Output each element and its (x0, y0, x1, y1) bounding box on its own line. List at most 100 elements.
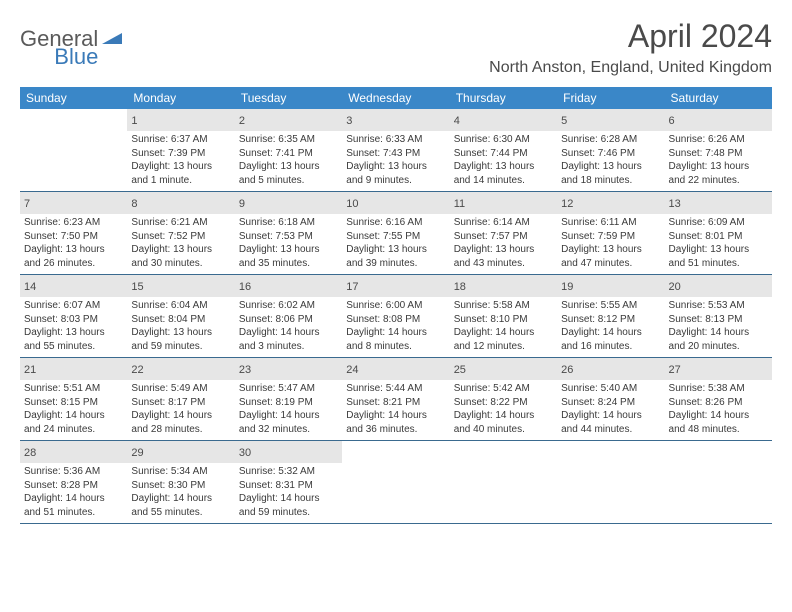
day-cell: 12Sunrise: 6:11 AMSunset: 7:59 PMDayligh… (557, 192, 664, 274)
sunrise-text: Sunrise: 5:42 AM (454, 382, 553, 396)
day-number: 2 (239, 115, 245, 127)
day-number-row: 28 (20, 441, 127, 463)
day-header-fri: Friday (557, 87, 664, 109)
day-content: Sunrise: 6:18 AMSunset: 7:53 PMDaylight:… (235, 214, 342, 274)
daylight-text: Daylight: 14 hours and 28 minutes. (131, 409, 230, 436)
daylight-text: Daylight: 13 hours and 55 minutes. (24, 326, 123, 353)
sunrise-text: Sunrise: 5:58 AM (454, 299, 553, 313)
day-cell: 11Sunrise: 6:14 AMSunset: 7:57 PMDayligh… (450, 192, 557, 274)
sunrise-text: Sunrise: 6:16 AM (346, 216, 445, 230)
sunrise-text: Sunrise: 5:44 AM (346, 382, 445, 396)
day-cell: 8Sunrise: 6:21 AMSunset: 7:52 PMDaylight… (127, 192, 234, 274)
daylight-text: Daylight: 13 hours and 30 minutes. (131, 243, 230, 270)
title-block: April 2024 North Anston, England, United… (489, 18, 772, 77)
daylight-text: Daylight: 13 hours and 35 minutes. (239, 243, 338, 270)
day-cell: 15Sunrise: 6:04 AMSunset: 8:04 PMDayligh… (127, 275, 234, 357)
day-number: 1 (131, 115, 137, 127)
sunrise-text: Sunrise: 6:37 AM (131, 133, 230, 147)
day-content: Sunrise: 5:32 AMSunset: 8:31 PMDaylight:… (235, 463, 342, 523)
day-number-row: 12 (557, 192, 664, 214)
daylight-text: Daylight: 14 hours and 44 minutes. (561, 409, 660, 436)
day-content: Sunrise: 5:36 AMSunset: 8:28 PMDaylight:… (20, 463, 127, 523)
day-content (665, 445, 772, 451)
daylight-text: Daylight: 13 hours and 14 minutes. (454, 160, 553, 187)
sunrise-text: Sunrise: 6:14 AM (454, 216, 553, 230)
logo-text-blue: Blue (54, 44, 98, 70)
day-cell: 5Sunrise: 6:28 AMSunset: 7:46 PMDaylight… (557, 109, 664, 191)
daylight-text: Daylight: 13 hours and 26 minutes. (24, 243, 123, 270)
day-cell (557, 441, 664, 523)
sunrise-text: Sunrise: 5:36 AM (24, 465, 123, 479)
sunset-text: Sunset: 7:50 PM (24, 230, 123, 244)
day-number: 20 (669, 281, 681, 293)
day-number-row: 17 (342, 275, 449, 297)
sunrise-text: Sunrise: 5:40 AM (561, 382, 660, 396)
sunset-text: Sunset: 7:55 PM (346, 230, 445, 244)
sunrise-text: Sunrise: 6:07 AM (24, 299, 123, 313)
day-cell: 22Sunrise: 5:49 AMSunset: 8:17 PMDayligh… (127, 358, 234, 440)
daylight-text: Daylight: 14 hours and 48 minutes. (669, 409, 768, 436)
day-number-row: 8 (127, 192, 234, 214)
daylight-text: Daylight: 14 hours and 51 minutes. (24, 492, 123, 519)
day-header-sat: Saturday (665, 87, 772, 109)
day-number-row: 18 (450, 275, 557, 297)
day-number: 30 (239, 447, 251, 459)
day-number-row: 22 (127, 358, 234, 380)
day-cell: 16Sunrise: 6:02 AMSunset: 8:06 PMDayligh… (235, 275, 342, 357)
sunset-text: Sunset: 8:28 PM (24, 479, 123, 493)
sunrise-text: Sunrise: 5:47 AM (239, 382, 338, 396)
day-number-row: 4 (450, 109, 557, 131)
day-number-row: 25 (450, 358, 557, 380)
day-header-tue: Tuesday (235, 87, 342, 109)
day-content (342, 445, 449, 451)
day-cell: 18Sunrise: 5:58 AMSunset: 8:10 PMDayligh… (450, 275, 557, 357)
day-content: Sunrise: 6:30 AMSunset: 7:44 PMDaylight:… (450, 131, 557, 191)
logo-triangle-icon (102, 30, 122, 49)
day-number: 25 (454, 364, 466, 376)
sunset-text: Sunset: 8:12 PM (561, 313, 660, 327)
day-headers: Sunday Monday Tuesday Wednesday Thursday… (20, 87, 772, 109)
day-content: Sunrise: 5:47 AMSunset: 8:19 PMDaylight:… (235, 380, 342, 440)
day-content: Sunrise: 5:51 AMSunset: 8:15 PMDaylight:… (20, 380, 127, 440)
day-cell: 10Sunrise: 6:16 AMSunset: 7:55 PMDayligh… (342, 192, 449, 274)
day-cell: 21Sunrise: 5:51 AMSunset: 8:15 PMDayligh… (20, 358, 127, 440)
day-content: Sunrise: 6:16 AMSunset: 7:55 PMDaylight:… (342, 214, 449, 274)
day-content (557, 445, 664, 451)
day-cell: 23Sunrise: 5:47 AMSunset: 8:19 PMDayligh… (235, 358, 342, 440)
daylight-text: Daylight: 13 hours and 1 minute. (131, 160, 230, 187)
sunset-text: Sunset: 7:57 PM (454, 230, 553, 244)
daylight-text: Daylight: 14 hours and 8 minutes. (346, 326, 445, 353)
day-number-row: 24 (342, 358, 449, 380)
sunset-text: Sunset: 8:04 PM (131, 313, 230, 327)
day-content: Sunrise: 6:02 AMSunset: 8:06 PMDaylight:… (235, 297, 342, 357)
day-cell: 9Sunrise: 6:18 AMSunset: 7:53 PMDaylight… (235, 192, 342, 274)
day-cell: 25Sunrise: 5:42 AMSunset: 8:22 PMDayligh… (450, 358, 557, 440)
day-content: Sunrise: 5:58 AMSunset: 8:10 PMDaylight:… (450, 297, 557, 357)
sunrise-text: Sunrise: 6:00 AM (346, 299, 445, 313)
sunset-text: Sunset: 8:22 PM (454, 396, 553, 410)
day-cell: 1Sunrise: 6:37 AMSunset: 7:39 PMDaylight… (127, 109, 234, 191)
day-number: 8 (131, 198, 137, 210)
sunrise-text: Sunrise: 6:18 AM (239, 216, 338, 230)
day-number: 5 (561, 115, 567, 127)
daylight-text: Daylight: 13 hours and 59 minutes. (131, 326, 230, 353)
day-cell: 3Sunrise: 6:33 AMSunset: 7:43 PMDaylight… (342, 109, 449, 191)
sunrise-text: Sunrise: 5:53 AM (669, 299, 768, 313)
sunset-text: Sunset: 7:53 PM (239, 230, 338, 244)
daylight-text: Daylight: 14 hours and 59 minutes. (239, 492, 338, 519)
week-row: 7Sunrise: 6:23 AMSunset: 7:50 PMDaylight… (20, 192, 772, 275)
sunrise-text: Sunrise: 6:02 AM (239, 299, 338, 313)
daylight-text: Daylight: 14 hours and 12 minutes. (454, 326, 553, 353)
weeks-container: 1Sunrise: 6:37 AMSunset: 7:39 PMDaylight… (20, 109, 772, 524)
day-number-row: 14 (20, 275, 127, 297)
day-content (20, 113, 127, 119)
day-cell: 7Sunrise: 6:23 AMSunset: 7:50 PMDaylight… (20, 192, 127, 274)
daylight-text: Daylight: 13 hours and 18 minutes. (561, 160, 660, 187)
daylight-text: Daylight: 14 hours and 24 minutes. (24, 409, 123, 436)
day-header-mon: Monday (127, 87, 234, 109)
day-content: Sunrise: 6:33 AMSunset: 7:43 PMDaylight:… (342, 131, 449, 191)
daylight-text: Daylight: 13 hours and 9 minutes. (346, 160, 445, 187)
sunset-text: Sunset: 8:31 PM (239, 479, 338, 493)
sunset-text: Sunset: 8:30 PM (131, 479, 230, 493)
day-number: 28 (24, 447, 36, 459)
